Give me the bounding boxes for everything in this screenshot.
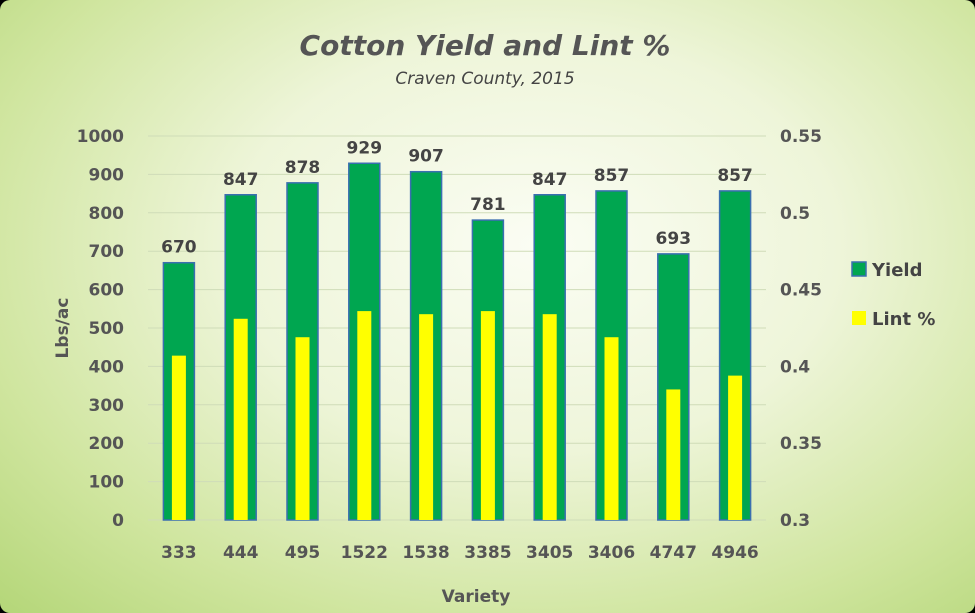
data-label-yield: 670 <box>161 238 197 258</box>
data-label-yield: 781 <box>470 195 506 215</box>
y-tick-label: 300 <box>89 396 125 416</box>
legend-swatch-yield <box>851 261 867 277</box>
y-tick-label: 200 <box>89 434 125 454</box>
data-label-yield: 929 <box>347 138 383 158</box>
x-tick-label: 1522 <box>341 543 388 563</box>
data-label-yield: 693 <box>656 229 692 249</box>
bars <box>162 162 752 521</box>
y2-tick-label: 0.5 <box>780 204 810 224</box>
legend: Yield Lint % <box>851 260 935 330</box>
bar-lint <box>542 314 557 520</box>
data-label-yield: 847 <box>223 170 259 190</box>
x-tick-label: 3385 <box>464 543 511 563</box>
x-tick-label: 1538 <box>402 543 449 563</box>
x-axis-title: Variety <box>442 587 511 607</box>
y-axis-title: Lbs/ac <box>53 298 73 359</box>
y-tick-label: 500 <box>89 319 125 339</box>
y-tick-label: 700 <box>89 242 125 262</box>
x-tick-label: 3406 <box>588 543 635 563</box>
data-label-yield: 857 <box>594 166 630 186</box>
legend-label-yield: Yield <box>871 260 922 281</box>
x-tick-label: 4946 <box>711 543 758 563</box>
y-tick-label: 0 <box>112 511 124 531</box>
x-tick-label: 4747 <box>650 543 697 563</box>
legend-swatch-lint <box>852 311 866 325</box>
chart-subtitle: Craven County, 2015 <box>395 69 574 89</box>
y-axis-ticks: 0 100 200 300 400 500 600 700 800 900 1000 <box>77 127 124 531</box>
y-tick-label: 1000 <box>77 127 124 147</box>
x-tick-label: 444 <box>223 543 259 563</box>
bar-lint <box>419 314 434 520</box>
bar-lint <box>728 375 743 520</box>
bar-lint <box>171 355 186 520</box>
y-tick-label: 900 <box>89 165 125 185</box>
x-axis-ticks: 333 444 495 1522 1538 3385 3405 3406 4747 4946 <box>161 543 759 563</box>
y-tick-label: 600 <box>89 281 125 301</box>
y-tick-label: 800 <box>89 204 125 224</box>
y2-tick-label: 0.45 <box>780 281 822 301</box>
data-labels: 670 847 878 929 907 781 847 857 693 857 <box>161 138 753 257</box>
x-tick-label: 495 <box>285 543 321 563</box>
bar-lint <box>357 311 372 520</box>
data-label-yield: 878 <box>285 158 321 178</box>
x-tick-label: 3405 <box>526 543 573 563</box>
bar-lint <box>666 389 681 520</box>
chart-title: Cotton Yield and Lint % <box>300 29 671 62</box>
data-label-yield: 847 <box>532 170 568 190</box>
legend-label-lint: Lint % <box>872 309 935 330</box>
x-tick-label: 333 <box>161 543 197 563</box>
data-label-yield: 907 <box>408 147 444 167</box>
y-tick-label: 100 <box>89 473 125 493</box>
y-tick-label: 400 <box>89 357 125 377</box>
y2-tick-label: 0.3 <box>780 511 810 531</box>
bar-lint <box>604 337 619 520</box>
bar-lint <box>480 311 495 520</box>
y2-axis-ticks: 0.3 0.35 0.4 0.45 0.5 0.55 <box>780 127 822 531</box>
y2-tick-label: 0.55 <box>780 127 822 147</box>
y2-tick-label: 0.4 <box>780 357 810 377</box>
bar-lint <box>233 318 248 520</box>
y2-tick-label: 0.35 <box>780 434 822 454</box>
data-label-yield: 857 <box>717 166 753 186</box>
bar-lint <box>295 337 310 520</box>
